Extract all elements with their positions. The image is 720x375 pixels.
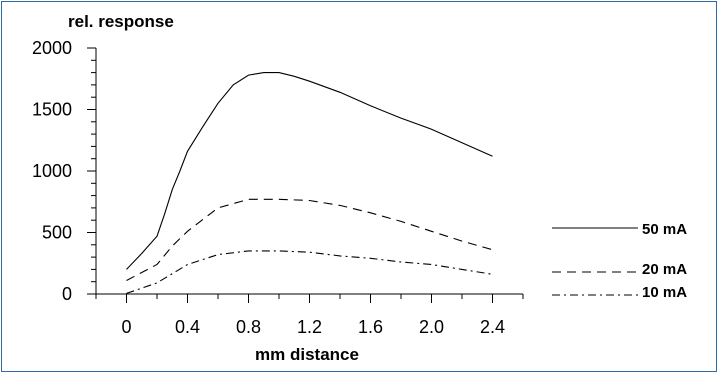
y-tick-label: 2000 — [32, 38, 72, 58]
series-line-50-ma — [126, 72, 493, 270]
y-axis-title: rel. response — [68, 12, 174, 31]
x-tick-label: 2.0 — [419, 317, 444, 337]
legend-label: 20 mA — [642, 261, 687, 278]
series-line-20-ma — [126, 198, 493, 281]
x-tick-label: 0.4 — [175, 317, 200, 337]
y-tick-label: 1500 — [32, 100, 72, 120]
x-tick-label: 2.4 — [480, 317, 505, 337]
series-line-10-ma — [126, 250, 493, 294]
x-axis-title: mm distance — [255, 345, 359, 364]
legend-label: 10 mA — [642, 284, 687, 301]
y-tick-label: 1000 — [32, 161, 72, 181]
x-tick-label: 1.6 — [358, 317, 383, 337]
axes: 0 500 1000 1500 2000 0 0.4 0.8 1.2 1.6 2.0 2.4 — [32, 38, 524, 337]
series-lines — [126, 72, 493, 294]
x-tick-label: 1.2 — [297, 317, 322, 337]
x-tick-label: 0 — [121, 317, 131, 337]
y-tick-label: 500 — [42, 223, 72, 243]
y-tick-label: 0 — [62, 284, 72, 304]
legend: 50 mA 20 mA 10 mA — [552, 221, 687, 301]
x-tick-label: 0.8 — [236, 317, 261, 337]
legend-label: 50 mA — [642, 221, 687, 238]
